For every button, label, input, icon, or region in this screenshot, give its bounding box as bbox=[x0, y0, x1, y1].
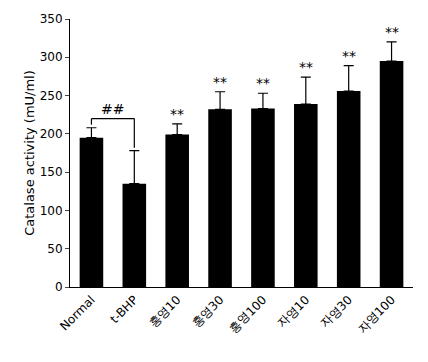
svg-text:100: 100 bbox=[40, 204, 63, 218]
svg-text:200: 200 bbox=[40, 127, 63, 141]
svg-text:**: ** bbox=[213, 74, 227, 90]
svg-text:300: 300 bbox=[40, 50, 63, 64]
svg-text:홍영10: 홍영10 bbox=[146, 293, 184, 331]
svg-text:Catalase activity (mU/ml): Catalase activity (mU/ml) bbox=[22, 70, 37, 236]
svg-text:홍영100: 홍영100 bbox=[226, 293, 269, 336]
svg-text:50: 50 bbox=[47, 242, 62, 256]
svg-text:150: 150 bbox=[40, 165, 63, 179]
svg-text:**: ** bbox=[299, 59, 313, 75]
svg-text:0: 0 bbox=[55, 280, 63, 294]
svg-text:**: ** bbox=[256, 75, 270, 91]
svg-text:자영100: 자영100 bbox=[355, 293, 398, 336]
svg-text:**: ** bbox=[342, 48, 356, 64]
svg-text:##: ## bbox=[101, 101, 124, 117]
svg-text:t-BHP: t-BHP bbox=[107, 293, 140, 326]
svg-text:자영10: 자영10 bbox=[274, 293, 312, 331]
svg-text:**: ** bbox=[385, 24, 399, 40]
svg-text:250: 250 bbox=[40, 89, 63, 103]
svg-text:**: ** bbox=[170, 106, 184, 122]
svg-text:홍영30: 홍영30 bbox=[189, 293, 227, 331]
svg-text:350: 350 bbox=[40, 12, 63, 26]
svg-text:자영30: 자영30 bbox=[317, 293, 355, 331]
svg-text:Normal: Normal bbox=[57, 293, 98, 334]
